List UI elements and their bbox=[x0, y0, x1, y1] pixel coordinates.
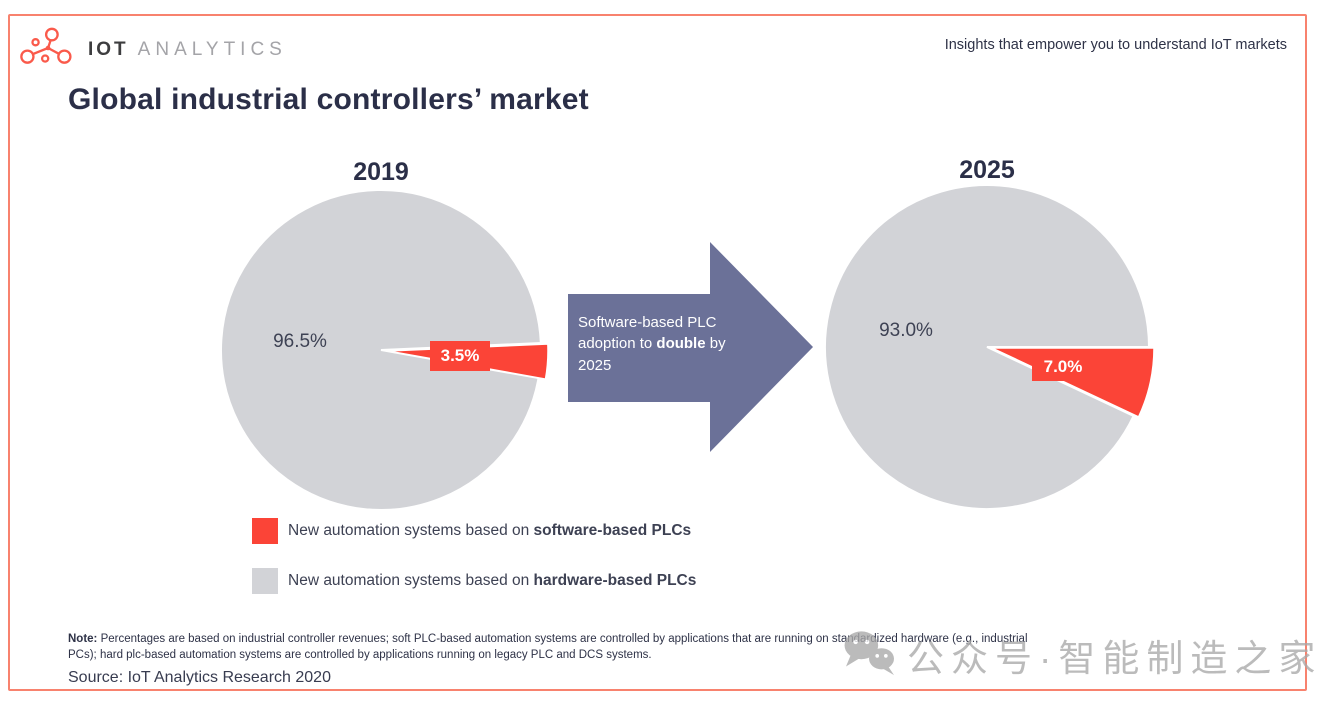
footnote: Note: Percentages are based on industria… bbox=[68, 631, 1188, 663]
arrow-annotation-line2-pre: adoption to bbox=[578, 335, 657, 353]
arrow-shape bbox=[568, 242, 813, 452]
legend-item-software: New automation systems based on software… bbox=[252, 518, 691, 544]
arrow-annotation: Software-based PLC adoption to double by… bbox=[578, 312, 728, 376]
arrow-annotation-line2-post: by bbox=[705, 335, 726, 353]
arrow-annotation-line1: Software-based PLC bbox=[578, 314, 717, 331]
legend-swatch-hardware bbox=[252, 568, 278, 594]
legend-label-software: New automation systems based on software… bbox=[288, 522, 692, 539]
pie-2025-software-value: 7.0% bbox=[1032, 352, 1094, 381]
legend-item-hardware: New automation systems based on hardware… bbox=[252, 568, 696, 594]
tagline: Insights that empower you to understand … bbox=[944, 37, 1287, 53]
chart-title: Global industrial controllers’ market bbox=[68, 83, 589, 116]
transition-arrow bbox=[568, 242, 813, 452]
pie-2019-year-label: 2019 bbox=[353, 158, 409, 186]
legend-label-hardware: New automation systems based on hardware… bbox=[288, 572, 697, 589]
arrow-annotation-line3: 2025 bbox=[578, 356, 612, 374]
footnote-label: Note: bbox=[68, 633, 98, 645]
pie-chart-2025 bbox=[824, 184, 1155, 510]
source-credit: Source: IoT Analytics Research 2020 bbox=[68, 669, 331, 686]
brand-name-iot: IOT bbox=[88, 39, 129, 60]
brand-name-analytics: ANALYTICS bbox=[137, 39, 287, 60]
pie-2025-year-label: 2025 bbox=[959, 156, 1015, 184]
hardware-slice bbox=[220, 189, 542, 511]
hardware-slice bbox=[824, 184, 1151, 510]
pie-2019-software-value: 3.5% bbox=[430, 341, 490, 371]
iot-analytics-network-icon bbox=[20, 24, 78, 77]
footnote-line1: Note: Percentages are based on industria… bbox=[68, 633, 1028, 645]
footnote-line2: PCs); hard plc-based automation systems … bbox=[68, 649, 652, 662]
pie-2019-hardware-value: 96.5% bbox=[273, 331, 327, 352]
arrow-annotation-line2-bold: double bbox=[656, 335, 706, 353]
logo: IOT ANALYTICS bbox=[20, 26, 287, 74]
legend-swatch-software bbox=[252, 518, 278, 544]
pie-2025-hardware-value: 93.0% bbox=[879, 320, 933, 341]
